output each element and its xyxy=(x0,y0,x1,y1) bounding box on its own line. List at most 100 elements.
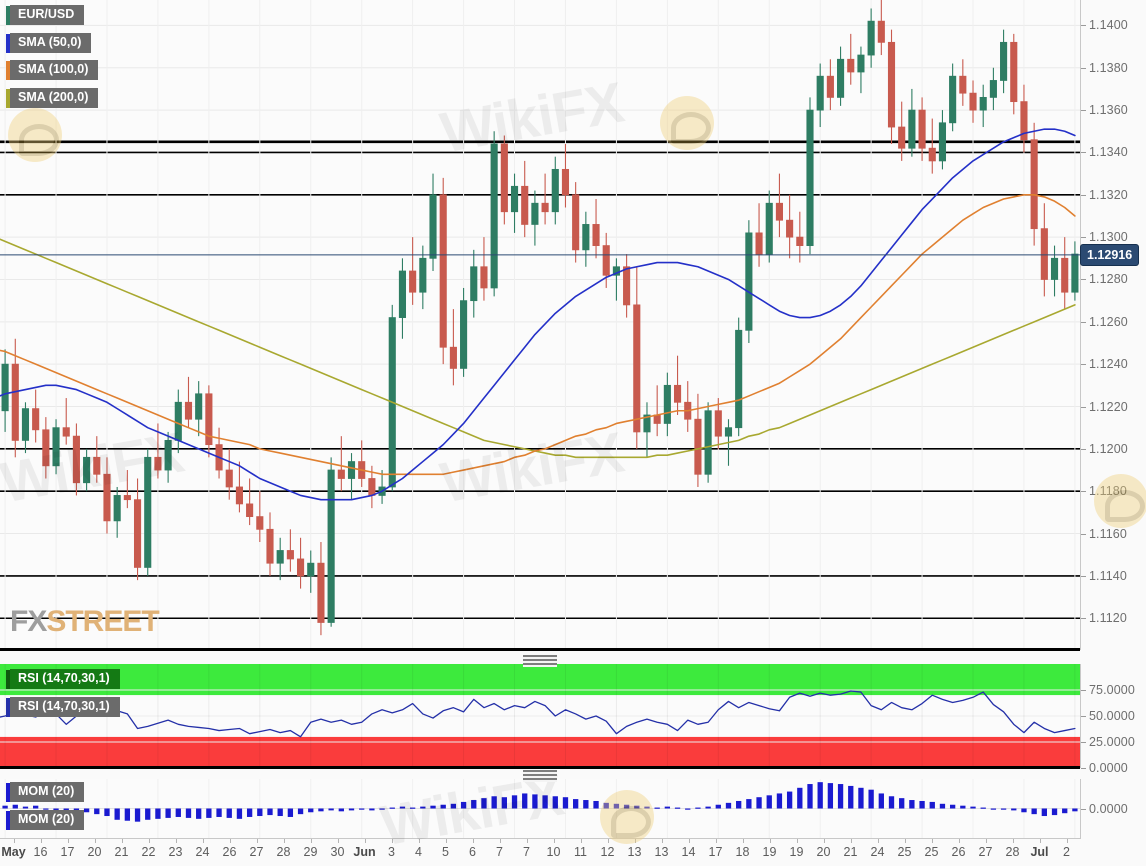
legend-sma50[interactable]: SMA (50,0) xyxy=(6,33,92,53)
price-axis-label: 1.1220 xyxy=(1089,399,1128,414)
date-axis-tick xyxy=(364,838,366,843)
legend-sma100[interactable]: SMA (100,0) xyxy=(6,60,99,80)
price-axis-tick xyxy=(1081,237,1086,239)
date-axis-label: 2 xyxy=(1063,845,1070,859)
date-axis-tick xyxy=(67,838,69,843)
rsi-axis-label: 75.0000 xyxy=(1089,683,1135,697)
legend-swatch-rsi xyxy=(6,697,10,717)
date-axis-label: 12 xyxy=(600,845,615,859)
fxstreet-logo: FXSTREET xyxy=(10,605,160,639)
date-axis-tick xyxy=(121,838,123,843)
date-axis-label: 7 xyxy=(496,845,503,859)
rsi-axis-tick xyxy=(1081,716,1086,717)
fxstreet-logo-street: STREET xyxy=(46,605,159,638)
date-axis-label: 27 xyxy=(978,845,993,859)
price-axis-label: 1.1380 xyxy=(1089,60,1128,75)
date-axis-tick xyxy=(13,838,15,843)
panel-separator-1 xyxy=(0,648,1080,651)
price-axis-label: 1.1180 xyxy=(1089,484,1127,499)
price-axis-tick xyxy=(1081,533,1086,535)
price-axis-label: 1.1340 xyxy=(1089,145,1128,160)
date-axis-tick xyxy=(1066,838,1068,843)
date-axis-label: 23 xyxy=(168,845,183,859)
date-axis-label: 17 xyxy=(708,845,723,859)
date-axis-label: 25 xyxy=(924,845,939,859)
panel-separator-2 xyxy=(0,766,1080,769)
date-axis-tick xyxy=(40,838,42,843)
date-axis-label: 17 xyxy=(60,845,75,859)
rsi-axis-label: 25.0000 xyxy=(1089,735,1135,749)
momentum-axis-tick xyxy=(1081,808,1086,810)
date-axis-label: 29 xyxy=(303,845,318,859)
legend-rsi[interactable]: RSI (14,70,30,1) xyxy=(6,697,120,717)
date-axis-label: 18 xyxy=(735,845,750,859)
legend-label-mom: MOM (20) xyxy=(10,810,85,830)
date-axis-tick xyxy=(175,838,177,843)
legend-mom-top[interactable]: MOM (20) xyxy=(6,782,85,802)
price-axis-label: 1.1400 xyxy=(1089,18,1128,33)
legend-label-sma100: SMA (100,0) xyxy=(10,60,99,80)
price-axis-label: 1.1300 xyxy=(1089,230,1128,245)
date-axis-label: 26 xyxy=(951,845,966,859)
rsi-axis-tick xyxy=(1081,768,1086,769)
price-axis-label: 1.1160 xyxy=(1089,526,1127,541)
current-price-badge: 1.12916 xyxy=(1080,243,1140,266)
date-axis-tick xyxy=(526,838,528,843)
date-axis-label: 13 xyxy=(654,845,669,859)
date-axis-label: 11 xyxy=(574,845,587,859)
date-axis-tick xyxy=(877,838,879,843)
date-axis-spine xyxy=(0,838,1081,839)
panel-resize-handle-2[interactable] xyxy=(523,770,557,782)
date-axis-tick xyxy=(661,838,663,843)
date-axis-tick xyxy=(256,838,258,843)
momentum-axis-spine xyxy=(1080,779,1081,838)
rsi-panel xyxy=(0,664,1080,768)
date-axis-tick xyxy=(553,838,555,843)
rsi-axis-tick xyxy=(1081,742,1086,743)
date-axis-label: May xyxy=(1,845,26,859)
date-axis-tick xyxy=(310,838,312,843)
fxstreet-logo-fx: FX xyxy=(10,605,47,638)
date-axis-tick xyxy=(472,838,474,843)
price-axis-tick xyxy=(1081,279,1086,281)
date-axis-label: 10 xyxy=(546,845,561,859)
legend-swatch-sma100 xyxy=(6,60,10,80)
date-axis-tick xyxy=(958,838,960,843)
date-axis-tick xyxy=(742,838,744,843)
legend-swatch-mom-top xyxy=(6,782,10,802)
legend-label-mom-top: MOM (20) xyxy=(10,782,85,802)
momentum-panel xyxy=(0,779,1080,838)
price-axis-tick xyxy=(1081,406,1086,408)
legend-mom[interactable]: MOM (20) xyxy=(6,810,85,830)
price-axis-label: 1.1240 xyxy=(1089,357,1128,372)
date-axis-label: 26 xyxy=(222,845,237,859)
date-axis-label: 20 xyxy=(816,845,831,859)
price-axis-tick xyxy=(1081,575,1086,577)
date-axis-label: 24 xyxy=(195,845,210,859)
date-axis-label: 22 xyxy=(141,845,156,859)
legend-rsi-top[interactable]: RSI (14,70,30,1) xyxy=(6,669,120,689)
panel-resize-handle-1[interactable] xyxy=(523,655,557,667)
price-axis-tick xyxy=(1081,194,1086,196)
date-axis-label: 19 xyxy=(762,845,777,859)
date-axis-label: 14 xyxy=(681,845,696,859)
date-axis-tick xyxy=(283,838,285,843)
date-axis-tick xyxy=(499,838,501,843)
legend-eurusd[interactable]: EUR/USD xyxy=(6,5,85,25)
date-axis-label: 28 xyxy=(276,845,291,859)
date-axis-tick xyxy=(607,838,609,843)
date-axis-tick xyxy=(796,838,798,843)
date-axis-label: 13 xyxy=(627,845,642,859)
date-axis-label: 21 xyxy=(843,845,858,859)
price-axis-tick xyxy=(1081,321,1086,323)
date-axis-tick xyxy=(580,838,582,843)
legend-label-rsi-top: RSI (14,70,30,1) xyxy=(10,669,120,689)
date-axis-label: Jul xyxy=(1030,845,1049,859)
legend-swatch-eurusd xyxy=(6,5,10,25)
date-axis-label: 6 xyxy=(469,845,476,859)
date-axis-label: 28 xyxy=(1005,845,1020,859)
legend-sma200[interactable]: SMA (200,0) xyxy=(6,88,99,108)
date-axis-tick xyxy=(148,838,150,843)
rsi-axis-spine xyxy=(1080,664,1081,768)
